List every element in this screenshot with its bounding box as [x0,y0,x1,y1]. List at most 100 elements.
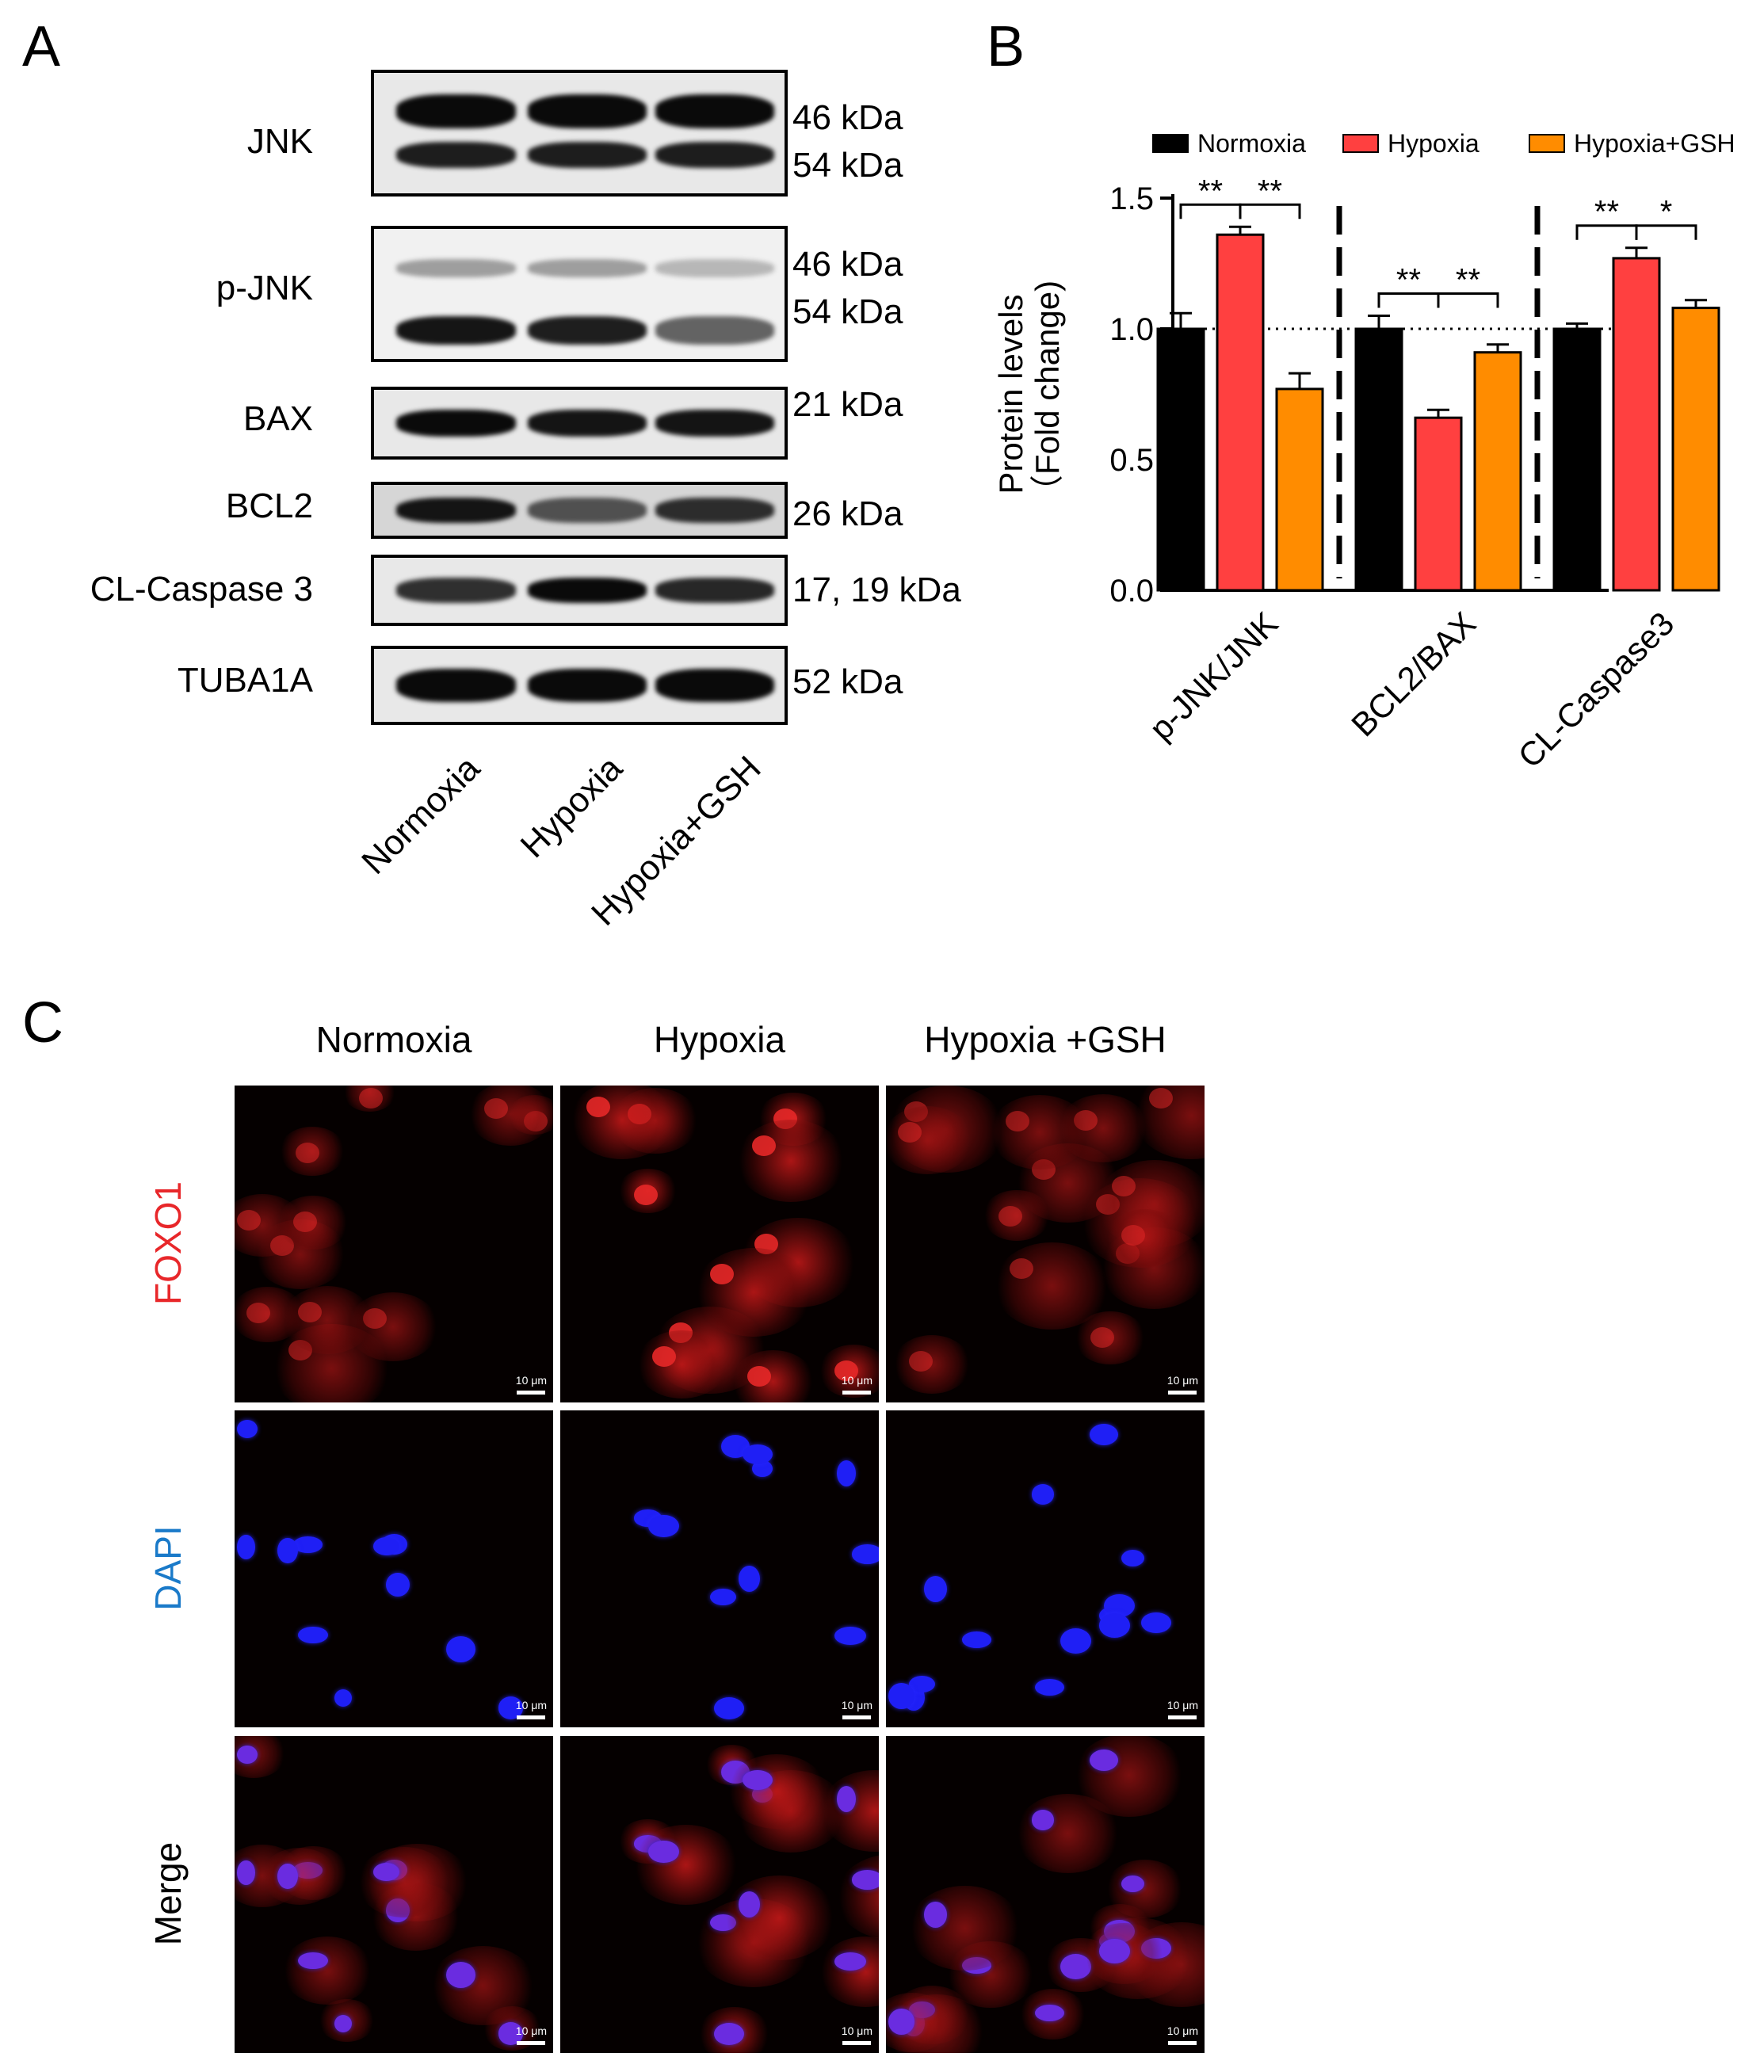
micro-col-header-0: Normoxia [315,1019,472,1060]
micrograph-0-0: 10 μm [235,1086,553,1402]
cell-nucleus-region [652,1345,677,1367]
legend-swatch-1 [1342,134,1379,153]
blot-band [528,669,647,702]
scale-bar [842,1715,871,1719]
nucleus [834,1626,867,1645]
cell [736,1119,846,1202]
scale-bar [517,1391,545,1395]
cell-nucleus-region [237,1210,262,1231]
panel-b-letter: B [987,15,1025,78]
micro-col-header-1: Hypoxia [653,1019,786,1060]
nucleus [924,1902,948,1929]
nucleus [851,1870,879,1890]
micrograph-0-2: 10 μm [886,1086,1205,1402]
cell-nucleus-region [634,1185,659,1206]
nucleus [498,2022,523,2045]
blot-band [528,141,647,169]
legend-swatch-0 [1152,134,1189,153]
kda-label: 17, 19 kDa [792,570,961,609]
bar-0-0 [1156,327,1205,592]
y-tick-label: 1.5 [1109,181,1154,216]
scale-bar [1168,1391,1197,1395]
blot-band [655,498,775,523]
nucleus [277,1537,298,1564]
kda-label: 21 kDa [792,385,903,424]
x-tick-label: BCL2/BAX [1344,605,1483,743]
cell-nucleus-region [1005,1110,1029,1131]
bar-1-1 [1414,416,1463,592]
scale-bar [517,2041,545,2045]
cell [886,1106,972,1174]
cell-nucleus-region [998,1205,1022,1227]
nucleus [334,2014,353,2033]
y-tick-label: 0.0 [1109,574,1154,609]
nucleus [446,1636,476,1663]
kda-label: 46 kDa [792,98,903,137]
legend-label-2: Hypoxia+GSH [1574,129,1735,158]
nucleus [1034,2004,1065,2022]
cell [282,1285,373,1354]
bar-2-1 [1612,257,1661,592]
nucleus [498,1696,523,1719]
blot-image-2 [371,387,788,460]
scale-bar-label: 10 μm [515,1374,547,1387]
cell-nucleus-region [908,1350,933,1372]
nucleus [386,1572,410,1597]
panel-c-letter: C [22,991,63,1055]
nucleus [888,2009,914,2036]
cell [989,1094,1090,1170]
blot-band [396,669,516,702]
scale-bar [1168,1715,1197,1719]
blot-band [396,94,516,128]
nucleus [293,1536,323,1553]
blot-band [655,315,775,345]
blot-image-3 [371,482,788,539]
blot-band [655,578,775,603]
nucleus [834,1952,867,1971]
cell [1105,1209,1184,1269]
nucleus [714,1696,745,1720]
micrograph-0-1: 10 μm [560,1086,879,1402]
nucleus [1090,1749,1119,1771]
cell-nucleus-region [358,1088,383,1109]
blot-band [396,498,516,523]
significance-bracket [1239,203,1301,219]
blot-image-0 [371,70,788,197]
cell-nucleus-region [1121,1225,1146,1246]
blot-band [528,578,647,603]
cell-nucleus-region [1149,1087,1174,1109]
lane-label-1: Hypoxia [513,749,630,866]
kda-label: 54 kDa [792,292,903,331]
nucleus [1031,1484,1055,1505]
micrograph-1-0: 10 μm [235,1410,553,1727]
blot-band [528,258,647,277]
blot-band [396,410,516,437]
nucleus [1060,1627,1092,1654]
blot-band [655,141,775,169]
cell [727,1753,827,1830]
nucleus [709,1588,736,1605]
bar-0-1 [1216,233,1265,592]
kda-label: 52 kDa [792,662,903,701]
micrograph-2-2: 10 μm [886,1736,1205,2053]
micrograph-2-1: 10 μm [560,1736,879,2053]
y-tick-label: 1.0 [1109,312,1154,347]
nucleus [888,1683,914,1710]
nucleus [237,1419,258,1438]
cell [722,1875,836,1961]
cell [819,1936,879,2007]
nucleus [1031,1810,1055,1831]
cell [1073,1736,1186,1818]
significance-label: * [1660,195,1673,230]
nucleus [1090,1423,1119,1445]
cell [632,1824,740,1906]
significance-label: ** [1198,174,1223,208]
cell-nucleus-region [747,1366,772,1387]
bar-1-0 [1354,327,1403,592]
nucleus [647,1514,679,1538]
blot-band [528,94,647,128]
cell [430,1946,536,2025]
bar-chart: 0.0 0.5 1.0 1.5 Protein levels（Fold change) p… [992,129,1735,775]
legend-swatch-2 [1529,134,1565,153]
nucleus [851,1544,879,1564]
